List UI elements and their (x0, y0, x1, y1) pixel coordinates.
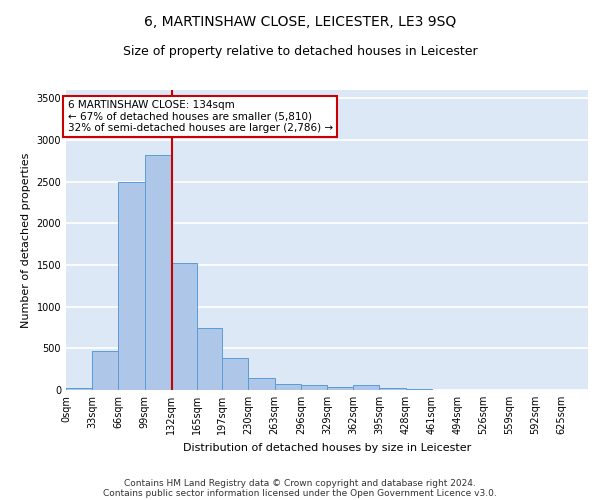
Bar (406, 389, 432, 390)
Bar (222, 358, 248, 390)
Bar (275, 384, 301, 390)
Bar (301, 386, 327, 390)
Bar (379, 388, 406, 390)
Bar (145, 155, 171, 390)
Bar (118, 182, 145, 390)
Bar (327, 386, 353, 390)
Bar (171, 264, 197, 390)
Bar (92, 351, 118, 390)
X-axis label: Distribution of detached houses by size in Leicester: Distribution of detached houses by size … (183, 442, 471, 452)
Bar (197, 328, 222, 390)
Bar (66, 388, 92, 390)
Text: Contains HM Land Registry data © Crown copyright and database right 2024.: Contains HM Land Registry data © Crown c… (124, 478, 476, 488)
Text: Size of property relative to detached houses in Leicester: Size of property relative to detached ho… (122, 45, 478, 58)
Y-axis label: Number of detached properties: Number of detached properties (21, 152, 31, 328)
Text: Contains public sector information licensed under the Open Government Licence v3: Contains public sector information licen… (103, 488, 497, 498)
Text: 6 MARTINSHAW CLOSE: 134sqm
← 67% of detached houses are smaller (5,810)
32% of s: 6 MARTINSHAW CLOSE: 134sqm ← 67% of deta… (68, 100, 333, 133)
Text: 6, MARTINSHAW CLOSE, LEICESTER, LE3 9SQ: 6, MARTINSHAW CLOSE, LEICESTER, LE3 9SQ (144, 15, 456, 29)
Bar (353, 386, 379, 390)
Bar (248, 378, 275, 390)
